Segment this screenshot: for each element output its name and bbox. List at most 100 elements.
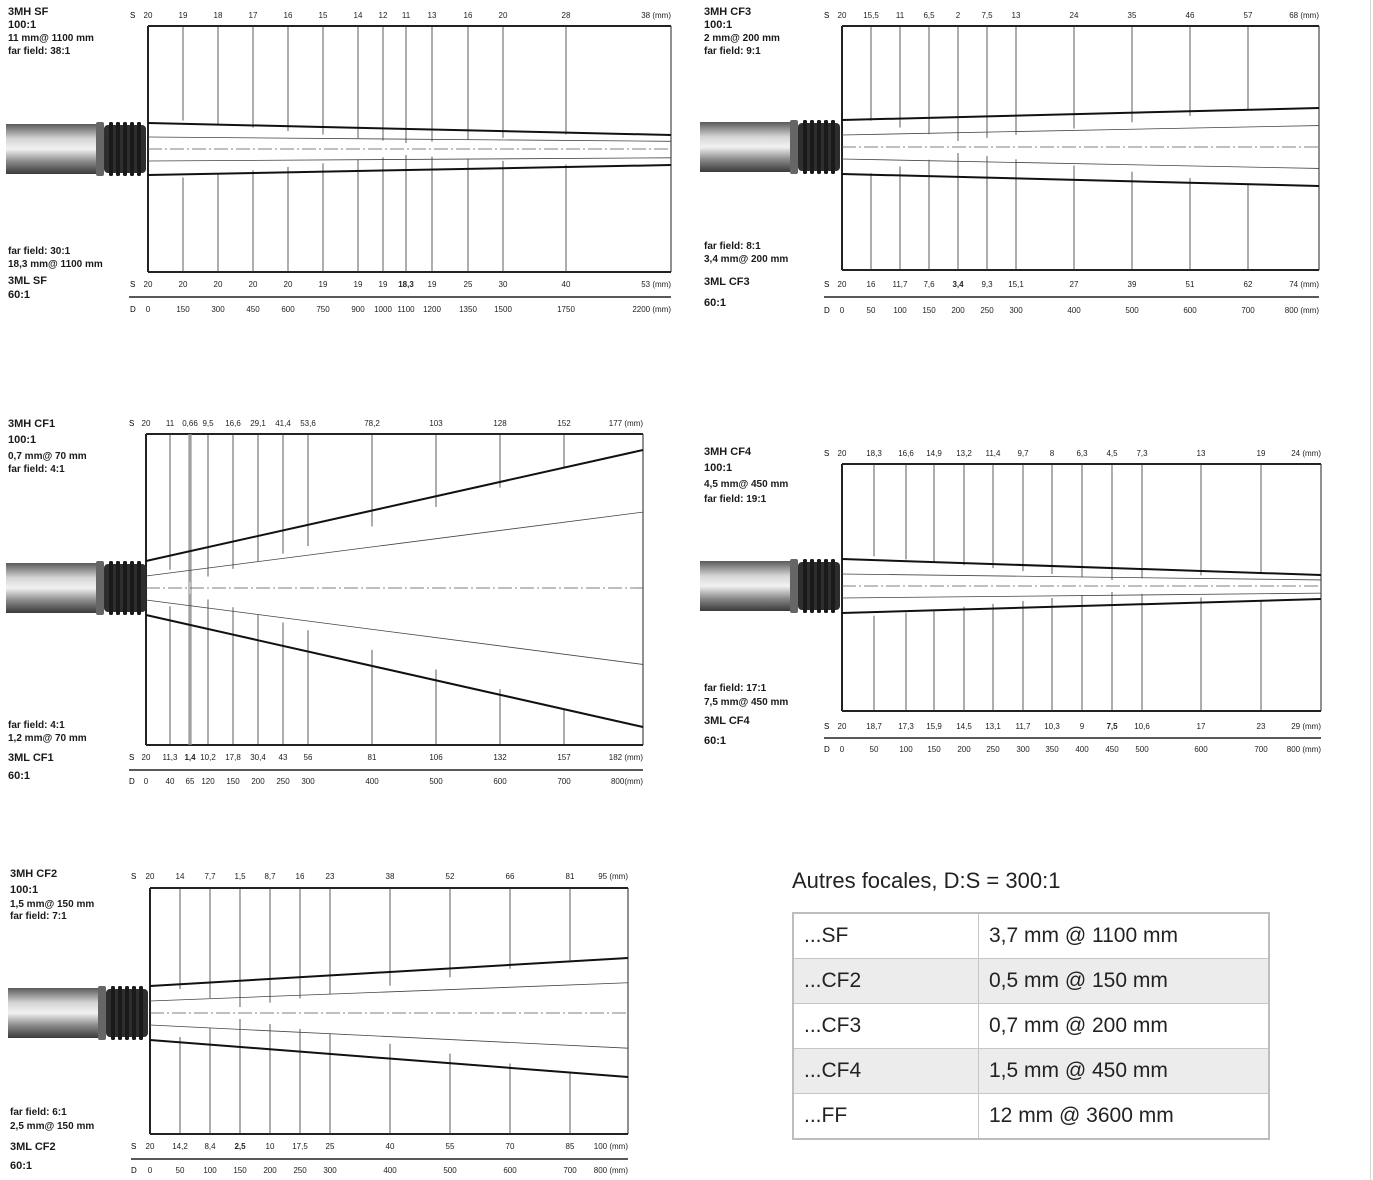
sensor-ring — [96, 561, 104, 615]
tick-label-bottom-size: 19 — [379, 280, 388, 289]
tick-label-top-size: 57 — [1244, 11, 1253, 20]
table-row: ...CF4 1,5 mm @ 450 mm — [792, 1048, 1270, 1094]
tick-label-distance: 800 (mm) — [1285, 306, 1320, 315]
tick-label-distance: 450 — [246, 305, 260, 314]
tick-label-top-size: 38 (mm) — [641, 11, 671, 20]
diagram-sf: 3MH SF 100:1 11 mm@ 1100 mm far field: 3… — [0, 0, 686, 330]
sensor-thread — [831, 559, 835, 613]
tick-label-distance: 250 — [980, 306, 994, 315]
tick-label-bottom-size: 20 — [142, 753, 151, 762]
tick-label-top-size: 14 — [176, 872, 185, 881]
top-spot: 4,5 mm@ 450 mm — [704, 479, 789, 490]
tick-label-distance: 0 — [148, 1166, 153, 1175]
table-cell-model: ...FF — [792, 1093, 979, 1140]
tick-label-distance: 300 — [323, 1166, 337, 1175]
size-axis-label-top: S — [824, 11, 829, 20]
tick-label-distance: 2200 (mm) — [632, 305, 671, 314]
distance-axis-label: D — [130, 305, 136, 314]
tick-label-distance: 300 — [1016, 745, 1030, 754]
tick-label-distance: 800(mm) — [611, 777, 643, 786]
tick-label-distance: 1100 — [397, 305, 415, 314]
tick-label-bottom-size: 70 — [506, 1142, 515, 1151]
tick-label-bottom-size: 19 — [428, 280, 437, 289]
table-cell-model: ...CF4 — [792, 1048, 979, 1094]
tick-label-distance: 700 — [1254, 745, 1268, 754]
top-far-field: far field: 4:1 — [8, 464, 65, 475]
tick-label-bottom-size: 40 — [386, 1142, 395, 1151]
tick-label-top-size: 4,5 — [1106, 449, 1118, 458]
beam-diagram-svg: S 20 15,5 11 6,5 2 7,5 13 24 35 46 57 68 (mm) S 20 16 11… — [700, 11, 1320, 315]
tick-label-top-size: 16 — [464, 11, 473, 20]
tick-label-top-size: 13 — [428, 11, 437, 20]
tick-label-bottom-size: 9 — [1080, 722, 1085, 731]
tick-label-top-size: 23 — [326, 872, 335, 881]
tick-label-top-size: 0,66 — [182, 419, 198, 428]
tick-label-distance: 1500 — [494, 305, 512, 314]
tick-label-top-size: 14,9 — [926, 449, 942, 458]
tick-label-distance: 300 — [301, 777, 315, 786]
tick-label-top-size: 16 — [284, 11, 293, 20]
tick-label-distance: 700 — [563, 1166, 577, 1175]
sensor-thread — [803, 120, 807, 174]
tick-label-top-size: 128 — [493, 419, 507, 428]
sensor-thread — [123, 122, 127, 176]
tick-label-top-size: 9,7 — [1017, 449, 1029, 458]
bottom-ratio: 60:1 — [8, 289, 31, 301]
tick-label-bottom-size: 25 — [464, 280, 473, 289]
bottom-ratio: 60:1 — [8, 770, 31, 782]
tick-label-bottom-size: 20 — [144, 280, 153, 289]
beam-edge-upper-thin — [841, 125, 1320, 136]
beam-edge-lower-thin — [841, 158, 1320, 169]
tick-label-top-size: 16,6 — [225, 419, 241, 428]
sensor-thread — [803, 559, 807, 613]
top-model-name: 3MH SF — [8, 6, 49, 18]
bottom-ratio: 60:1 — [704, 735, 727, 747]
tick-label-top-size: 11 — [402, 11, 411, 20]
beam-edge-lower — [147, 164, 672, 176]
table-row: ...FF 12 mm @ 3600 mm — [792, 1093, 1270, 1140]
tick-label-distance: 400 — [1075, 745, 1089, 754]
table-cell-spot: 3,7 mm @ 1100 mm — [978, 912, 1270, 959]
tick-label-distance: 900 — [351, 305, 365, 314]
tick-label-distance: 150 — [922, 306, 936, 315]
tick-label-bottom-size: 20 — [284, 280, 293, 289]
beam-edge-upper — [149, 957, 629, 987]
bottom-model-name: 3ML CF4 — [704, 715, 750, 727]
tick-label-top-size: 2 — [956, 11, 961, 20]
tick-label-top-size: 20 — [144, 11, 153, 20]
tick-label-distance: 600 — [1194, 745, 1208, 754]
tick-label-top-size: 152 — [557, 419, 571, 428]
top-far-field: far field: 7:1 — [10, 911, 67, 922]
tick-label-bottom-size: 29 (mm) — [1291, 722, 1321, 731]
right-border — [1370, 0, 1371, 1180]
tick-label-top-size: 20 — [142, 419, 151, 428]
tick-label-distance: 600 — [503, 1166, 517, 1175]
bottom-ratio: 60:1 — [10, 1160, 33, 1172]
tick-label-bottom-size: 157 — [557, 753, 571, 762]
sensor-thread — [118, 986, 122, 1040]
sensor-thread — [810, 559, 814, 613]
tick-label-top-size: 7,5 — [981, 11, 993, 20]
tick-label-bottom-size: 85 — [566, 1142, 575, 1151]
sensor-thread — [824, 559, 828, 613]
tick-label-bottom-size: 20 — [838, 280, 847, 289]
tick-label-bottom-size: 2,5 — [234, 1142, 246, 1151]
other-focals-panel: Autres focales, D:S = 300:1 ...SF 3,7 mm… — [792, 868, 1270, 1140]
tick-label-distance: 250 — [986, 745, 1000, 754]
tick-label-top-size: 19 — [1257, 449, 1266, 458]
sensor-ring — [790, 559, 798, 613]
top-ratio: 100:1 — [8, 19, 37, 31]
beam-edge-upper-thin — [147, 136, 672, 142]
tick-label-bottom-size: 10,3 — [1044, 722, 1060, 731]
tick-label-top-size: 95 (mm) — [598, 872, 628, 881]
sensor-thread — [116, 122, 120, 176]
tick-label-distance: 400 — [365, 777, 379, 786]
top-model-name: 3MH CF4 — [704, 446, 752, 458]
beam-diagram-svg: S 20 11 0,66 9,5 16,6 29,1 41,4 53,6 78,2 103 128 15… — [6, 419, 644, 786]
tick-label-bottom-size: 11,7 — [1016, 722, 1032, 731]
table-cell-spot: 1,5 mm @ 450 mm — [978, 1048, 1270, 1094]
tick-label-bottom-size: 132 — [493, 753, 507, 762]
tick-label-distance: 500 — [1125, 306, 1139, 315]
beam-edge-upper-thin — [145, 511, 644, 577]
tick-label-distance: 50 — [176, 1166, 185, 1175]
